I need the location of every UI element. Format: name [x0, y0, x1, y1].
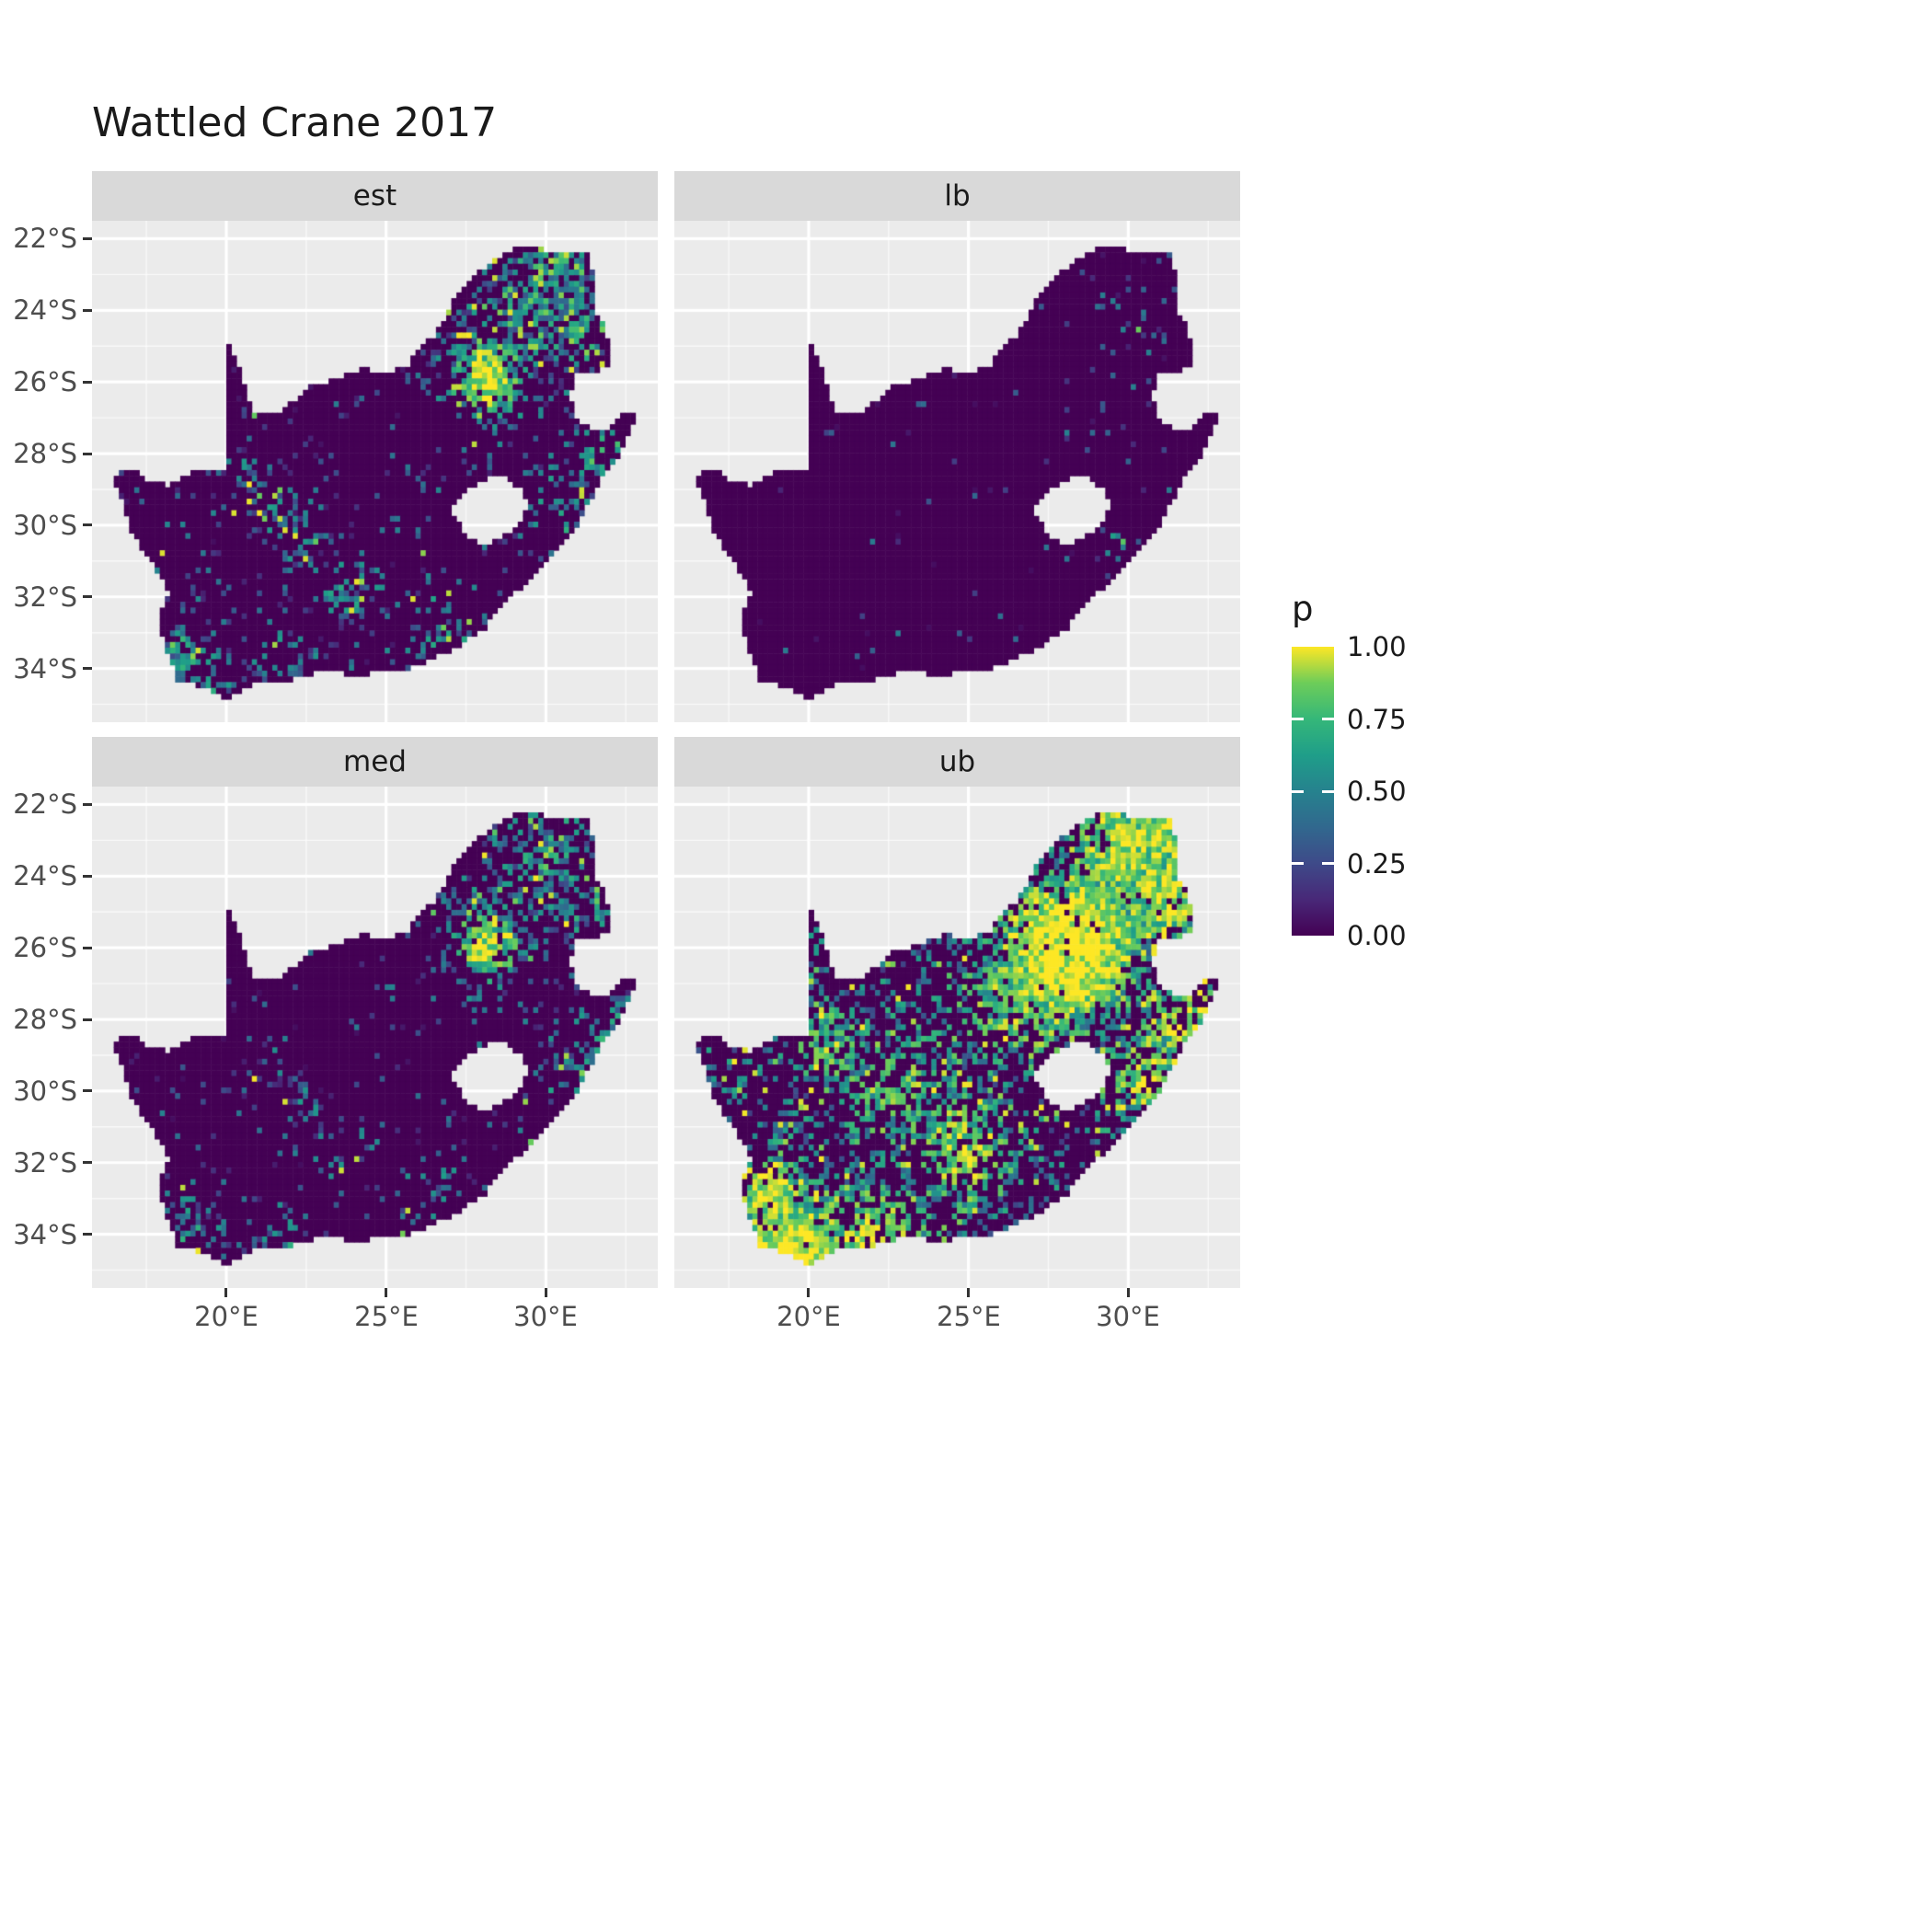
panel-map-lb: [674, 221, 1240, 722]
facet-label-ub: ub: [938, 745, 976, 778]
y-axis-label: 30°S: [13, 510, 77, 541]
y-axis-label: 28°S: [13, 438, 77, 469]
legend-label: 0.75: [1347, 704, 1407, 735]
y-axis-label: 22°S: [13, 223, 77, 254]
panel-map-ub: [674, 787, 1240, 1288]
x-axis-tick-mark: [224, 1288, 228, 1297]
legend-tick-mark: [1322, 862, 1334, 865]
panel-map-est: [92, 221, 658, 722]
y-axis-tick-mark: [83, 595, 92, 599]
x-axis-tick-mark: [385, 1288, 388, 1297]
y-axis-label: 34°S: [13, 1219, 77, 1250]
x-axis-label: 20°E: [776, 1301, 841, 1332]
legend-tick-mark: [1292, 790, 1304, 793]
y-axis-tick-mark: [83, 1018, 92, 1021]
y-axis-label: 22°S: [13, 788, 77, 820]
legend-tick-mark: [1322, 790, 1334, 793]
legend-label: 0.25: [1347, 848, 1407, 880]
y-axis-tick-mark: [83, 452, 92, 455]
x-axis-label: 20°E: [194, 1301, 259, 1332]
y-axis-label: 24°S: [13, 294, 77, 326]
facet-strip-ub: ub: [674, 737, 1240, 787]
y-axis-label: 32°S: [13, 1147, 77, 1179]
y-axis-tick-mark: [83, 667, 92, 671]
panel-map-med: [92, 787, 658, 1288]
x-axis-label: 25°E: [937, 1301, 1001, 1332]
y-axis-label: 26°S: [13, 932, 77, 963]
y-axis-tick-mark: [83, 1089, 92, 1093]
y-axis-label: 30°S: [13, 1075, 77, 1107]
facet-strip-est: est: [92, 171, 658, 221]
facet-strip-lb: lb: [674, 171, 1240, 221]
y-axis-tick-mark: [83, 523, 92, 527]
x-axis-label: 25°E: [354, 1301, 419, 1332]
y-axis-label: 34°S: [13, 653, 77, 684]
y-axis-tick-mark: [83, 1161, 92, 1165]
y-axis-tick-mark: [83, 236, 92, 240]
legend-label: 1.00: [1347, 631, 1407, 662]
y-axis-label: 24°S: [13, 860, 77, 891]
x-axis-tick-mark: [967, 1288, 971, 1297]
legend-label: 0.50: [1347, 776, 1407, 807]
x-axis-tick-mark: [1126, 1288, 1130, 1297]
y-axis-tick-mark: [83, 1233, 92, 1236]
x-axis-tick-mark: [807, 1288, 811, 1297]
y-axis-tick-mark: [83, 308, 92, 312]
y-axis-label: 32°S: [13, 581, 77, 613]
y-axis-tick-mark: [83, 380, 92, 384]
plot-title: Wattled Crane 2017: [92, 99, 498, 146]
y-axis-tick-mark: [83, 874, 92, 878]
facet-label-lb: lb: [944, 179, 971, 213]
facet-strip-med: med: [92, 737, 658, 787]
legend-label: 0.00: [1347, 920, 1407, 951]
facet-label-est: est: [352, 179, 397, 213]
y-axis-label: 28°S: [13, 1004, 77, 1035]
facet-label-med: med: [343, 745, 407, 778]
x-axis-tick-mark: [544, 1288, 547, 1297]
legend-tick-mark: [1292, 862, 1304, 865]
x-axis-label: 30°E: [1096, 1301, 1160, 1332]
legend-title: p: [1292, 589, 1314, 628]
legend-tick-mark: [1292, 718, 1304, 720]
y-axis-tick-mark: [83, 802, 92, 806]
y-axis-tick-mark: [83, 946, 92, 949]
legend-tick-mark: [1322, 718, 1334, 720]
y-axis-label: 26°S: [13, 366, 77, 397]
x-axis-label: 30°E: [513, 1301, 578, 1332]
